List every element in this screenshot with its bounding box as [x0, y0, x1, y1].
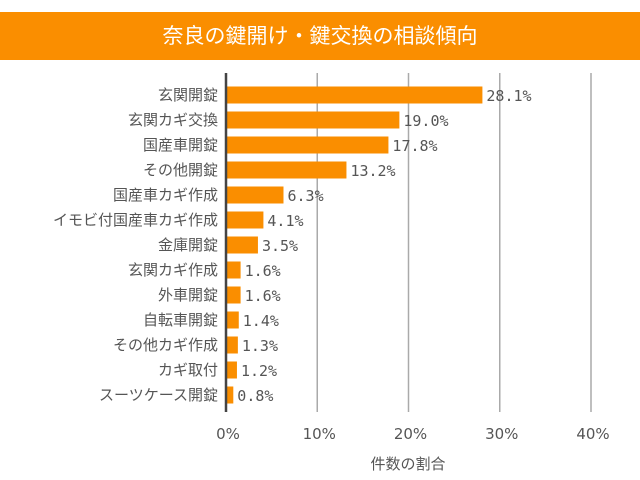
x-tick-label: 40%	[576, 425, 609, 443]
bar	[226, 336, 238, 354]
category-label: 玄関カギ交換	[128, 111, 218, 129]
bar	[226, 86, 483, 104]
data-label: 6.3%	[287, 187, 323, 205]
category-label: カギ取付	[158, 361, 218, 379]
bar	[226, 286, 241, 304]
data-label: 1.6%	[245, 262, 281, 280]
bar	[226, 186, 284, 204]
data-label: 1.3%	[242, 337, 278, 355]
bar	[226, 211, 264, 229]
bar	[226, 386, 234, 404]
data-label: 1.4%	[243, 312, 279, 330]
bar	[226, 311, 239, 329]
data-label: 0.8%	[237, 387, 273, 405]
x-tick-label: 0%	[216, 425, 240, 443]
category-label: 外車開錠	[158, 286, 218, 304]
data-label: 3.5%	[262, 237, 298, 255]
category-label: イモビ付国産車カギ作成	[53, 211, 218, 229]
data-label: 19.0%	[403, 112, 448, 130]
data-label: 1.6%	[245, 287, 281, 305]
data-label: 28.1%	[486, 87, 531, 105]
category-label: 金庫開錠	[158, 236, 218, 254]
bar	[226, 236, 258, 254]
bar	[226, 261, 241, 279]
data-label: 4.1%	[267, 212, 303, 230]
data-label: 17.8%	[392, 137, 437, 155]
category-label: その他カギ作成	[113, 336, 218, 354]
x-axis-label: 件数の割合	[370, 455, 445, 473]
x-tick-label: 10%	[303, 425, 336, 443]
bar	[226, 161, 347, 179]
category-label: スーツケース開錠	[99, 386, 218, 404]
data-label: 13.2%	[350, 162, 395, 180]
category-label: 玄関カギ作成	[128, 261, 218, 279]
bar	[226, 136, 389, 154]
category-label: 玄関開錠	[158, 86, 218, 104]
data-label: 1.2%	[241, 362, 277, 380]
category-label: 国産車カギ作成	[113, 186, 218, 204]
category-label: その他開錠	[143, 161, 218, 179]
x-tick-label: 30%	[485, 425, 518, 443]
bar	[226, 111, 400, 129]
category-label: 国産車開錠	[143, 136, 218, 154]
x-tick-label: 20%	[394, 425, 427, 443]
category-label: 自転車開錠	[143, 311, 218, 329]
chart-title: 奈良の鍵開け・鍵交換の相談傾向	[0, 12, 640, 60]
bar	[226, 361, 237, 379]
